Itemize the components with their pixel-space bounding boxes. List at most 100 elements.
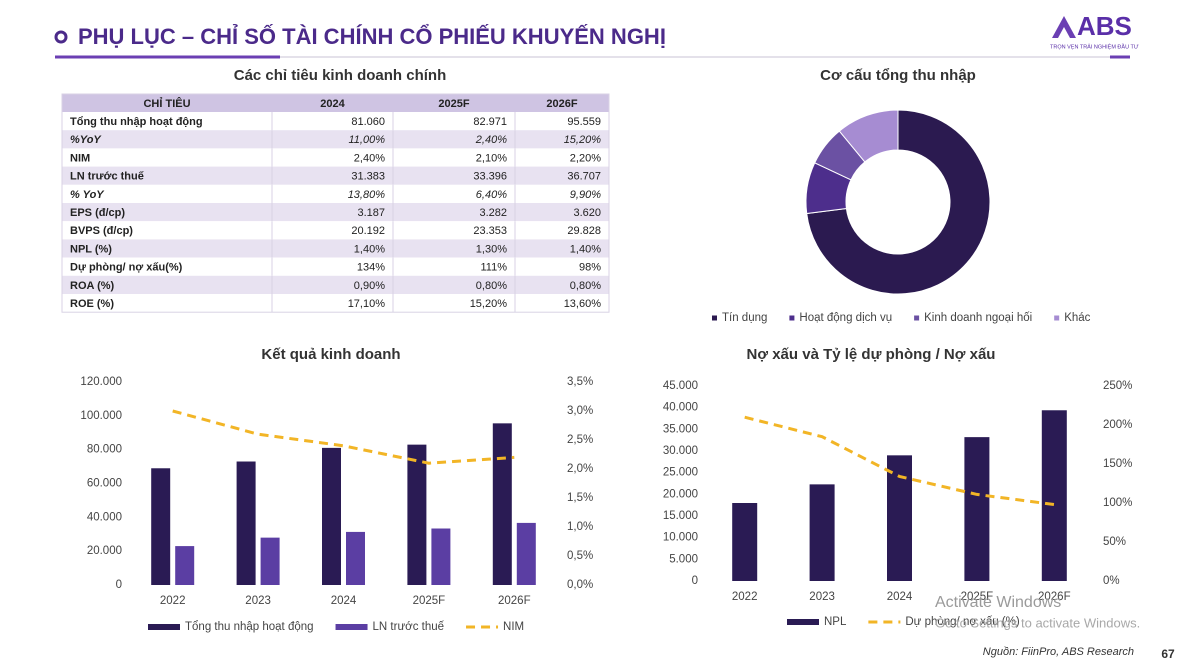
y-tick-label: 40.000 [87, 511, 122, 523]
table-cell: 29.828 [567, 225, 601, 237]
bar [964, 437, 990, 581]
legend-swatch [1054, 315, 1060, 321]
legend-label: Tín dụng [722, 312, 767, 324]
table-border [61, 93, 610, 313]
row-label: EPS (đ/cp) [70, 207, 125, 219]
logo-text: ABS [1077, 11, 1132, 41]
y2-tick-label: 2,5% [567, 434, 593, 446]
table-cell: 1,40% [570, 243, 601, 255]
y-tick-label: 15.000 [663, 510, 698, 522]
y-tick-label: 20.000 [663, 488, 698, 500]
watermark-text: Go to Settings to activate Windows. [935, 615, 1140, 630]
y2-tick-label: 1,5% [567, 492, 593, 504]
table-cell: 31.383 [351, 171, 385, 183]
bar [260, 537, 280, 585]
y-tick-label: 80.000 [87, 444, 122, 456]
page-number: 67 [1161, 647, 1175, 661]
table-cell: 3.282 [479, 207, 507, 219]
y2-tick-label: 100% [1103, 497, 1132, 509]
table-row: EPS (đ/cp) 3.187 3.282 3.620 [62, 203, 609, 222]
x-tick-label: 2025F [961, 591, 994, 603]
table-cell: 2,10% [476, 152, 507, 164]
y-tick-label: 45.000 [663, 380, 698, 392]
y-tick-label: 100.000 [80, 410, 122, 422]
x-tick-label: 2023 [245, 595, 271, 607]
table-title: Các chỉ tiêu kinh doanh chính [234, 67, 447, 84]
y-tick-label: 120.000 [80, 376, 122, 388]
legend-label: NIM [503, 621, 524, 633]
y2-tick-label: 0,0% [567, 579, 593, 591]
table-cell: 2,40% [354, 152, 385, 164]
table-cell: 0,80% [476, 280, 507, 292]
y2-tick-label: 50% [1103, 536, 1126, 548]
table-cell: 15,20% [564, 134, 602, 146]
logo-tagline: TRỌN VẸN TRẢI NGHIỆM ĐẦU TƯ [1050, 42, 1139, 50]
y2-tick-label: 3,5% [567, 376, 593, 388]
row-bg [62, 239, 609, 258]
table-row: NPL (%) 1,40% 1,30% 1,40% [62, 239, 609, 258]
x-tick-label: 2024 [331, 595, 357, 607]
legend-label: Tổng thu nhập hoạt động [185, 621, 314, 633]
table-cell: 33.396 [473, 171, 507, 183]
y2-tick-label: 3,0% [567, 405, 593, 417]
table-cell: 23.353 [473, 225, 507, 237]
x-tick-label: 2022 [732, 591, 758, 603]
donut-slice [806, 109, 991, 295]
table-cell: 98% [579, 262, 601, 274]
legend-swatch [789, 315, 795, 321]
logo-icon [1058, 27, 1070, 38]
line-series [172, 409, 515, 465]
table-cell: 9,90% [570, 189, 601, 201]
y2-tick-label: 2,0% [567, 463, 593, 475]
bar [236, 461, 256, 585]
x-tick-label: 2023 [809, 591, 835, 603]
column-header: 2026F [546, 98, 577, 110]
table: CHỈ TIÊU 2024 2025F 2026F Tổng thu nhập hoạt… [61, 93, 610, 313]
legend-swatch [712, 315, 717, 321]
table-row: Dự phòng/ nợ xấu(%) 134% 111% 98% [62, 257, 609, 276]
table-cell: 20.192 [351, 225, 385, 237]
legend-label: Hoạt động dịch vụ [799, 312, 892, 324]
table-row: %YoY 11,00% 2,40% 15,20% [62, 130, 609, 149]
column-header: CHỈ TIÊU [143, 97, 190, 110]
y2-tick-label: 1,0% [567, 521, 593, 533]
row-label: Dự phòng/ nợ xấu(%) [70, 262, 183, 274]
table-cell: 11,00% [349, 134, 386, 146]
table-cell: 3.187 [357, 207, 385, 219]
table-cell: 1,30% [476, 243, 507, 255]
table-row: Tổng thu nhập hoạt động 81.060 82.971 95.55… [62, 112, 609, 131]
y-tick-label: 35.000 [663, 423, 698, 435]
table-cell: 36.707 [567, 171, 601, 183]
table-cell: 111% [480, 262, 507, 274]
bar [887, 455, 912, 581]
table-row: ROE (%) 17,10% 15,20% 13,60% [62, 294, 609, 313]
table-cell: 13,60% [564, 298, 602, 310]
row-bg [62, 275, 609, 294]
x-tick-label: 2025F [413, 595, 446, 607]
legend-label: Dự phòng/ nợ xấu (%) [905, 616, 1019, 628]
watermark-title: Activate Windows [935, 594, 1061, 611]
table-cell: 81.060 [351, 116, 385, 128]
table-row: BVPS (đ/cp) 20.192 23.353 29.828 [62, 221, 609, 240]
x-tick-label: 2022 [160, 595, 186, 607]
row-label: ROA (%) [70, 280, 115, 292]
row-label: %YoY [70, 134, 102, 146]
bar [346, 531, 365, 585]
table-cell: 0,80% [570, 280, 601, 292]
donut-slice [838, 109, 899, 163]
bar [516, 522, 536, 585]
row-bg [62, 166, 609, 185]
legend-swatch [914, 315, 920, 321]
table-row: LN trước thuế 31.383 33.396 36.707 [62, 166, 609, 185]
table-cell: 15,20% [470, 298, 508, 310]
column-header: 2025F [438, 98, 469, 110]
table-cell: 134% [357, 262, 385, 274]
y-tick-label: 20.000 [87, 545, 122, 557]
combo-chart: Kết quả kinh doanh 0 20.000 40.000 60.000 80.… [80, 346, 593, 633]
bar [492, 423, 512, 585]
legend-swatch [787, 619, 819, 625]
y2-tick-label: 200% [1103, 419, 1132, 431]
row-label: ROE (%) [70, 298, 114, 310]
y-tick-label: 60.000 [87, 478, 122, 490]
